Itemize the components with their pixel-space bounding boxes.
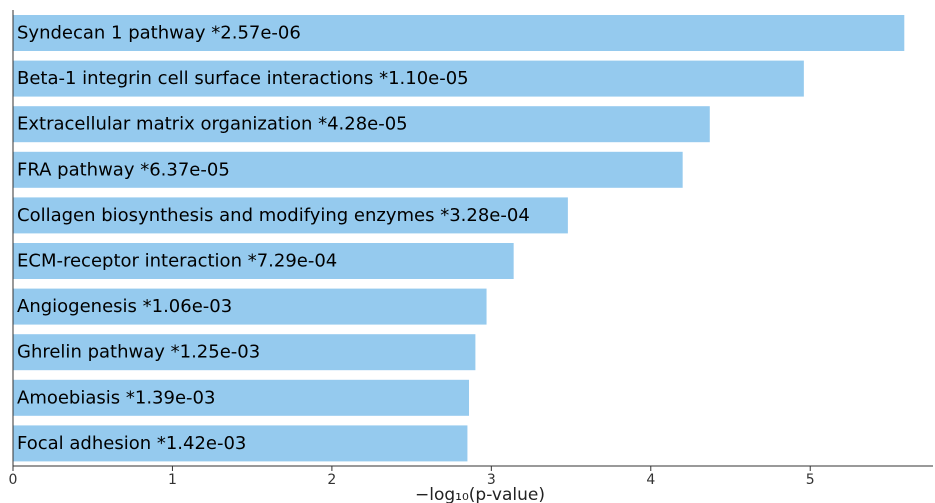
bar-5 <box>13 197 568 234</box>
x-ticks-group: 0 1 2 3 4 5 <box>9 466 815 488</box>
bar-1 <box>13 15 905 51</box>
bar-label-10: Focal adhesion *1.42e-03 <box>17 433 246 454</box>
bar-label-8: Ghrelin pathway *1.25e-03 <box>17 342 260 363</box>
x-tick-label-1: 1 <box>168 472 177 488</box>
bar-2 <box>13 60 804 97</box>
x-tick-label-0: 0 <box>9 472 18 488</box>
bar-label-2: Beta-1 integrin cell surface interaction… <box>17 68 469 89</box>
bar-label-5: Collagen biosynthesis and modifying enzy… <box>17 205 530 226</box>
bar-label-6: ECM-receptor interaction *7.29e-04 <box>17 251 337 272</box>
bar-4 <box>13 151 683 188</box>
bar-10 <box>13 425 468 462</box>
bar-label-7: Angiogenesis *1.06e-03 <box>17 296 232 317</box>
bar-labels-group: Syndecan 1 pathway *2.57e-06 Beta-1 integ… <box>17 23 530 454</box>
bar-label-9: Amoebiasis *1.39e-03 <box>17 387 215 408</box>
x-tick-label-3: 3 <box>487 472 496 488</box>
x-tick-label-2: 2 <box>327 472 336 488</box>
x-tick-label-5: 5 <box>806 472 815 488</box>
bar-6 <box>13 243 514 279</box>
bar-8 <box>13 334 476 371</box>
bar-9 <box>13 379 470 416</box>
x-tick-label-4: 4 <box>646 472 655 488</box>
bar-label-4: FRA pathway *6.37e-05 <box>17 159 230 180</box>
bar-7 <box>13 288 487 325</box>
bar-label-1: Syndecan 1 pathway *2.57e-06 <box>17 23 301 44</box>
bar-3 <box>13 106 710 143</box>
bars-group <box>13 15 905 462</box>
bar-label-3: Extracellular matrix organization *4.28e… <box>17 114 408 135</box>
x-axis-title: −log₁₀(p-value) <box>415 485 545 503</box>
